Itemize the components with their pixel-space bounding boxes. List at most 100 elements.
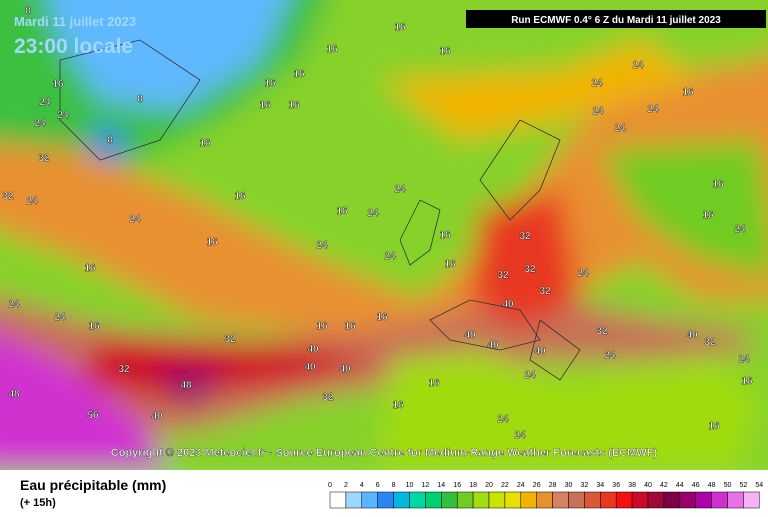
contour-label: 16 bbox=[392, 400, 404, 411]
colorbar-swatch bbox=[472, 491, 490, 509]
colorbar-swatch bbox=[711, 491, 728, 509]
legend-lead: (+ 15h) bbox=[20, 497, 56, 509]
colorbar-swatch bbox=[488, 491, 506, 509]
contour-label: 24 bbox=[54, 312, 66, 323]
contour-label: 24 bbox=[591, 78, 603, 89]
colorbar-swatch bbox=[345, 491, 363, 509]
colorbar-swatch bbox=[361, 491, 378, 509]
run-text: Run ECMWF 0.4° 6 Z du Mardi 11 juillet 2… bbox=[511, 15, 721, 26]
contour-label: 16 bbox=[344, 321, 356, 332]
colorbar-swatch bbox=[584, 491, 601, 509]
contour-label: 16 bbox=[394, 22, 406, 33]
contour-label: 40 bbox=[534, 346, 546, 357]
contour-label: 16 bbox=[712, 179, 724, 190]
contour-label: 24 bbox=[577, 268, 589, 279]
colorbar-swatch bbox=[425, 491, 442, 509]
contour-label: 16 bbox=[206, 237, 218, 248]
contour-label: 16 bbox=[88, 321, 100, 332]
colorbar-tick-label: 20 bbox=[485, 482, 493, 489]
coastlines bbox=[59, 39, 581, 381]
colorbar-swatch bbox=[727, 491, 744, 509]
contour-label: 16 bbox=[52, 79, 64, 90]
colorbar-tick-label: 24 bbox=[517, 482, 525, 489]
colorbar-swatch bbox=[615, 491, 633, 509]
contour-label: 24 bbox=[316, 240, 328, 251]
contour-label: 8 bbox=[25, 6, 31, 17]
contour-label: 40 bbox=[307, 344, 319, 355]
map-field bbox=[0, 0, 768, 490]
copyright: Copyright © 2023 Meteociel.fr - Source E… bbox=[111, 447, 658, 459]
colorbar-swatch bbox=[504, 491, 522, 509]
date: Mardi 11 juillet 2023 bbox=[14, 14, 136, 29]
contour-label: 16 bbox=[336, 206, 348, 217]
contour-label: 16 bbox=[288, 100, 300, 111]
colorbar-tick-label: 48 bbox=[708, 482, 716, 489]
colorbar-tick-label: 30 bbox=[565, 482, 573, 489]
contour-label: 24 bbox=[738, 354, 750, 365]
contour-label: 32 bbox=[224, 334, 236, 345]
colorbar-tick-label: 28 bbox=[549, 482, 557, 489]
contour-label: 32 bbox=[118, 364, 130, 375]
contour-label: 32 bbox=[596, 326, 608, 337]
colorbar-tick-label: 32 bbox=[581, 482, 589, 489]
colorbar-swatch bbox=[409, 491, 426, 509]
colorbar-swatch bbox=[377, 491, 394, 509]
contour-label: 16 bbox=[293, 69, 305, 80]
colorbar-tick-label: 14 bbox=[437, 482, 445, 489]
contour-label: 8 bbox=[137, 94, 143, 105]
colorbar-swatch bbox=[329, 491, 347, 509]
contour-label: 32 bbox=[524, 264, 536, 275]
colorbar-tick-label: 18 bbox=[469, 482, 477, 489]
contour-label: 16 bbox=[84, 263, 96, 274]
contour-label: 16 bbox=[264, 78, 276, 89]
contour-label: 24 bbox=[614, 123, 626, 134]
colorbar-swatch bbox=[743, 491, 760, 509]
contour-label: 16 bbox=[326, 44, 338, 55]
colorbar-tick-label: 44 bbox=[676, 482, 684, 489]
contour-label: 16 bbox=[316, 321, 328, 332]
contour-label: 24 bbox=[34, 118, 46, 129]
contour-label: 24 bbox=[734, 224, 746, 235]
colorbar-tick-label: 16 bbox=[453, 482, 461, 489]
colorbar-swatch bbox=[456, 491, 474, 509]
colorbar-tick-label: 40 bbox=[644, 482, 652, 489]
colorbar-tick-label: 10 bbox=[406, 482, 414, 489]
contour-label: 24 bbox=[129, 214, 141, 225]
contour-label: 16 bbox=[259, 100, 271, 111]
time: 23:00 locale bbox=[14, 35, 133, 58]
colorbar-swatch bbox=[679, 491, 696, 509]
colorbar-tick-label: 4 bbox=[360, 482, 364, 489]
contour-label: 16 bbox=[234, 191, 246, 202]
colorbar-tick-label: 36 bbox=[612, 482, 620, 489]
contour-label: 24 bbox=[57, 110, 69, 121]
contour-label: 16 bbox=[444, 259, 456, 270]
colorbar-swatch bbox=[536, 491, 553, 509]
contour-label: 24 bbox=[524, 370, 536, 381]
contour-label: 40 bbox=[464, 330, 476, 341]
contour-label: 24 bbox=[592, 106, 604, 117]
contour-label: 24 bbox=[384, 251, 396, 262]
contour-label: 24 bbox=[514, 430, 526, 441]
contour-label: 16 bbox=[199, 138, 211, 149]
contour-label: 40 bbox=[502, 299, 514, 310]
contour-label: 40 bbox=[339, 364, 351, 375]
colorbar-tick-label: 0 bbox=[328, 482, 332, 489]
contour-label: 32 bbox=[322, 392, 334, 403]
colorbar-swatch bbox=[568, 491, 585, 509]
contour-label: 24 bbox=[632, 60, 644, 71]
contour-label: 16 bbox=[682, 87, 694, 98]
colorbar-tick-label: 46 bbox=[692, 482, 700, 489]
contour-label: 16 bbox=[428, 378, 440, 389]
colorbar-swatch bbox=[393, 491, 410, 509]
contour-label: 32 bbox=[704, 337, 716, 348]
contour-label: 40 bbox=[686, 330, 698, 341]
colorbar-tick-label: 8 bbox=[392, 482, 396, 489]
contour-label: 32 bbox=[519, 231, 531, 242]
contour-label: 24 bbox=[26, 196, 38, 207]
colorbar-tick-label: 34 bbox=[596, 482, 604, 489]
contour-label: 16 bbox=[439, 46, 451, 57]
colorbar-swatch bbox=[520, 491, 537, 509]
colorbar-tick-label: 38 bbox=[628, 482, 636, 489]
